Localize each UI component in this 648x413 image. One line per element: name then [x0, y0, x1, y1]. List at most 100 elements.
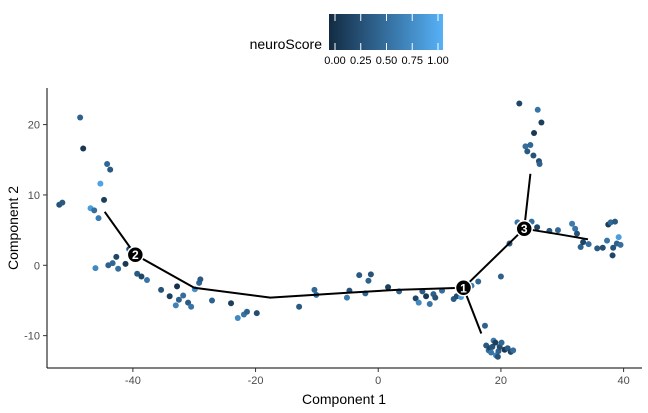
data-point	[158, 286, 165, 293]
x-tick-label: -40	[125, 375, 141, 387]
data-point	[573, 230, 580, 237]
branch-node-marker	[515, 219, 533, 238]
data-point	[604, 237, 611, 244]
branch-node-marker	[454, 279, 473, 297]
branch-node-label: 3	[521, 222, 528, 236]
data-point	[92, 265, 99, 272]
legend-tick-label: 0.00	[324, 55, 345, 67]
y-ticks: -10 0 10 20	[24, 120, 47, 343]
data-point	[343, 294, 350, 301]
data-point	[481, 322, 488, 329]
legend-ticks: 0.00 0.25 0.50 0.75 1.00	[324, 14, 449, 67]
data-point	[174, 283, 181, 290]
x-tick-label: 0	[375, 375, 381, 387]
legend-tick-label: 0.50	[376, 55, 397, 67]
data-point	[536, 160, 543, 167]
data-point	[610, 244, 617, 251]
legend-tick-label: 0.25	[350, 55, 371, 67]
data-point	[426, 300, 433, 307]
data-point	[534, 224, 541, 231]
data-point	[134, 270, 141, 277]
y-tick-label: -10	[24, 331, 40, 343]
data-point	[412, 295, 419, 302]
data-point	[569, 220, 576, 227]
data-point	[522, 143, 529, 150]
data-point	[95, 215, 102, 222]
data-point	[498, 339, 505, 346]
data-point	[109, 260, 116, 267]
data-point	[197, 276, 204, 283]
data-point	[122, 260, 129, 267]
data-point	[580, 239, 587, 246]
branch-node: 3	[515, 219, 533, 238]
x-tick-label: -20	[248, 375, 264, 387]
legend-title: neuroScore	[250, 36, 323, 52]
data-point	[594, 245, 601, 252]
data-point	[180, 292, 187, 299]
data-point	[531, 130, 538, 137]
data-point	[585, 241, 592, 248]
y-tick-label: 0	[34, 260, 40, 272]
data-point	[577, 243, 584, 250]
data-point	[475, 278, 482, 285]
data-point	[516, 100, 523, 107]
branch-node-label: 1	[460, 281, 467, 295]
x-tick-label: 20	[495, 375, 507, 387]
data-point	[356, 272, 363, 279]
data-point	[188, 303, 195, 310]
trajectory-branch	[462, 227, 525, 289]
branch-node-label: 2	[132, 248, 139, 262]
data-point	[572, 225, 579, 232]
data-point	[367, 271, 374, 278]
data-point	[80, 145, 87, 152]
branch-node-marker	[126, 245, 145, 264]
legend-tick-label: 1.00	[427, 55, 448, 67]
data-point	[175, 296, 182, 303]
axes: -40 -20 0 20 40 -10 0 10 20 Component 1 Compone…	[5, 88, 642, 407]
data-point	[101, 196, 108, 203]
data-point	[77, 114, 84, 121]
data-point	[143, 277, 150, 284]
x-tick-label: 40	[617, 375, 629, 387]
data-point	[113, 253, 120, 260]
data-point	[385, 284, 392, 291]
y-axis-title: Component 2	[5, 186, 21, 270]
data-point	[554, 227, 561, 234]
data-point	[615, 234, 622, 241]
data-point	[107, 166, 114, 173]
data-point	[138, 273, 145, 280]
data-point	[311, 286, 318, 293]
data-point	[209, 297, 216, 304]
trajectory-branch	[524, 227, 589, 241]
data-point	[59, 199, 66, 206]
legend-tick-label: 0.75	[402, 55, 423, 67]
trajectory-branch	[103, 211, 464, 299]
data-point	[530, 152, 537, 159]
data-point	[91, 207, 98, 214]
data-point	[599, 244, 606, 251]
x-ticks: -40 -20 0 20 40	[125, 368, 630, 387]
data-point	[432, 294, 439, 301]
data-points	[56, 100, 624, 360]
trajectory-branch	[523, 173, 532, 229]
y-tick-label: 10	[28, 190, 40, 202]
data-point	[97, 180, 104, 187]
data-point	[423, 293, 430, 300]
data-point	[415, 299, 422, 306]
data-point	[296, 303, 303, 310]
data-point	[612, 218, 619, 225]
data-point	[234, 315, 241, 322]
legend: neuroScore 0.00 0.25 0.50 0.75 1.00	[250, 14, 449, 67]
data-point	[488, 349, 495, 356]
data-point	[185, 299, 192, 306]
data-point	[534, 106, 541, 113]
branch-node: 1	[454, 279, 473, 297]
data-point	[538, 119, 545, 126]
data-point	[253, 310, 260, 317]
data-point	[494, 353, 501, 360]
data-point	[609, 252, 616, 259]
trajectory-tree	[103, 173, 589, 334]
data-point	[497, 273, 504, 280]
data-point	[492, 339, 499, 346]
